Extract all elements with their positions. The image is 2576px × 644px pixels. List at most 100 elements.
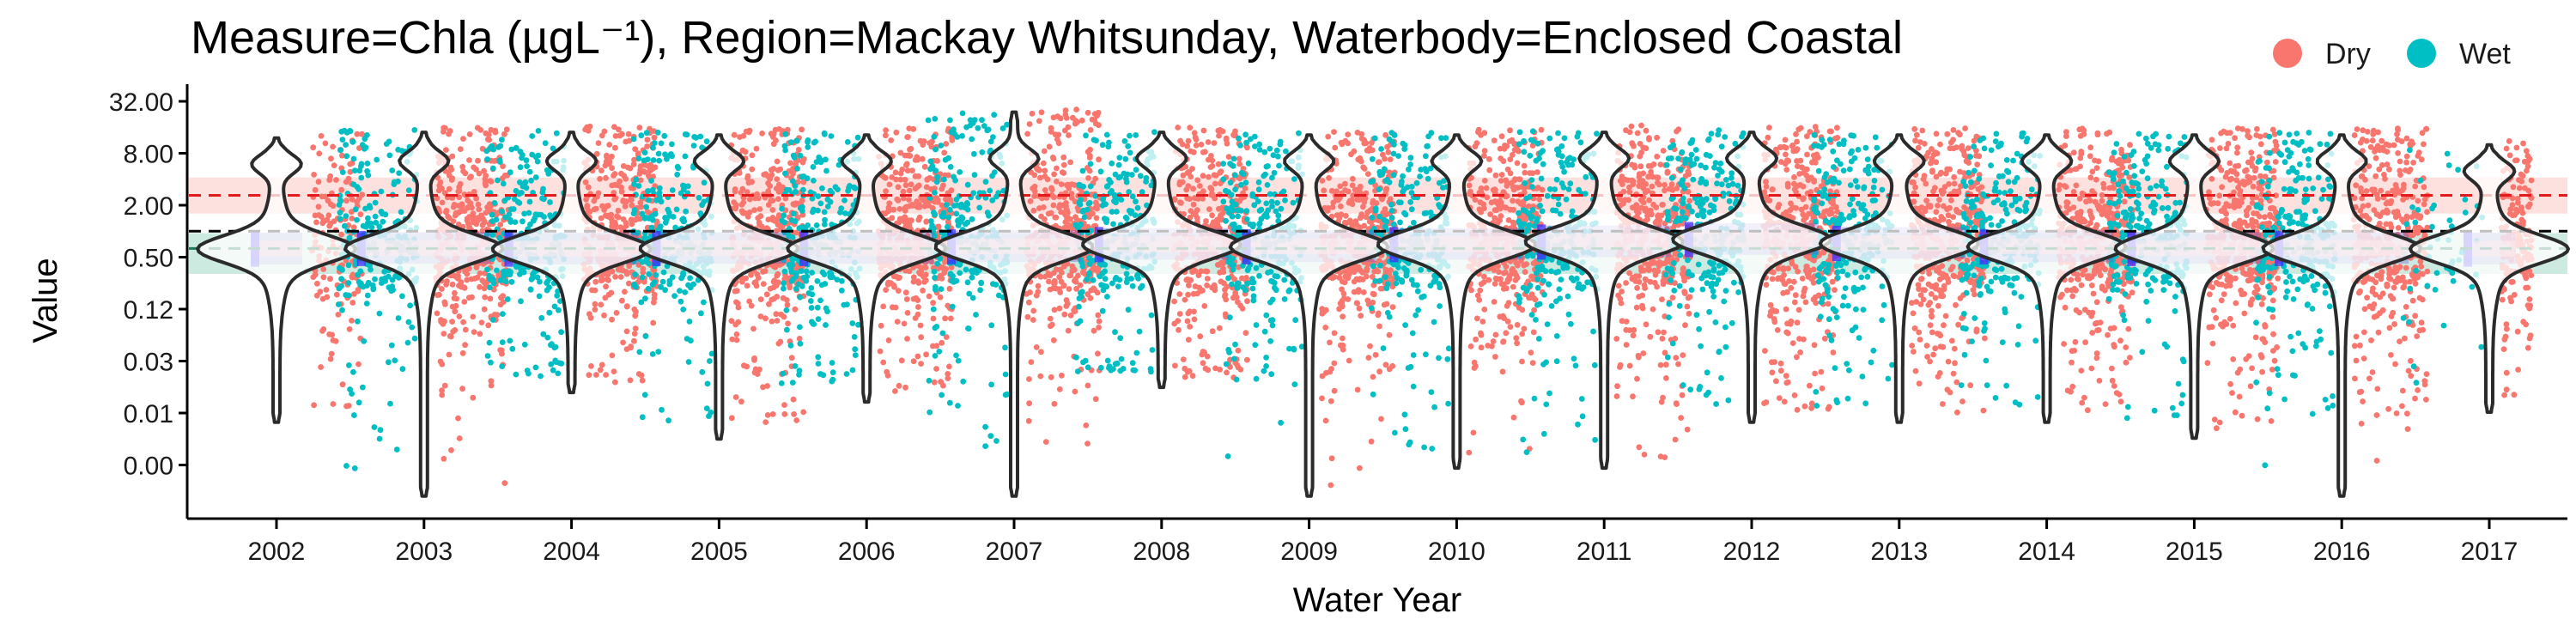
- data-point: [987, 138, 994, 145]
- data-point: [910, 274, 917, 281]
- data-point: [1292, 317, 1299, 324]
- data-point: [1198, 142, 1205, 148]
- data-point: [449, 281, 456, 288]
- data-point: [345, 280, 352, 286]
- data-point: [988, 322, 995, 329]
- data-point: [1048, 374, 1054, 380]
- data-point: [818, 282, 825, 289]
- data-point: [745, 179, 752, 186]
- data-point: [360, 222, 367, 229]
- data-point: [773, 311, 780, 318]
- data-point: [617, 178, 623, 185]
- data-point: [900, 188, 907, 195]
- data-point: [470, 210, 477, 217]
- data-point: [932, 190, 938, 196]
- data-point: [632, 325, 639, 331]
- data-point: [1209, 328, 1216, 335]
- data-point: [1056, 274, 1063, 281]
- data-point: [631, 207, 638, 214]
- data-point: [1244, 280, 1251, 287]
- data-point: [933, 366, 939, 372]
- data-point: [516, 191, 522, 197]
- data-point: [683, 336, 690, 342]
- data-point: [477, 127, 484, 133]
- data-point: [1122, 155, 1129, 162]
- data-point: [823, 305, 829, 312]
- data-point: [405, 187, 412, 194]
- data-point: [1084, 364, 1091, 371]
- data-point: [631, 306, 638, 313]
- data-point: [1356, 305, 1363, 312]
- data-point: [443, 147, 449, 154]
- data-point: [1148, 312, 1155, 319]
- data-point: [1269, 296, 1276, 303]
- data-point: [733, 331, 740, 337]
- data-point: [593, 150, 600, 157]
- data-point: [1133, 132, 1139, 138]
- legend: Dry Wet: [2273, 38, 2511, 70]
- data-point: [609, 352, 616, 359]
- data-point: [732, 188, 738, 195]
- data-point: [615, 214, 622, 221]
- data-point: [1182, 374, 1188, 380]
- data-point: [798, 268, 805, 274]
- data-point: [365, 220, 371, 227]
- plot-area: [189, 106, 2570, 498]
- data-point: [1225, 275, 1231, 282]
- data-point: [1116, 276, 1123, 283]
- data-point: [964, 279, 971, 286]
- data-point: [1035, 289, 1042, 295]
- data-point: [902, 384, 908, 391]
- data-point: [931, 133, 938, 140]
- data-point: [892, 169, 899, 176]
- data-point: [750, 325, 756, 332]
- data-point: [648, 213, 655, 220]
- data-point: [680, 272, 686, 278]
- data-point: [932, 116, 939, 122]
- data-point: [782, 131, 789, 137]
- data-point: [459, 163, 466, 170]
- data-point: [1339, 278, 1346, 285]
- data-point: [483, 130, 489, 137]
- data-point: [470, 313, 477, 320]
- data-point: [407, 302, 413, 309]
- data-point: [519, 218, 526, 225]
- data-point: [762, 315, 769, 322]
- data-point: [1186, 282, 1192, 289]
- data-point: [966, 290, 973, 297]
- data-point: [1106, 139, 1112, 146]
- data-point: [606, 142, 613, 148]
- data-point: [597, 175, 603, 182]
- data-point: [1231, 221, 1237, 228]
- data-point: [1102, 262, 1109, 268]
- data-point: [927, 158, 934, 165]
- data-point: [1065, 181, 1072, 188]
- data-point: [1027, 289, 1033, 295]
- data-point: [1118, 355, 1125, 362]
- data-point: [753, 283, 760, 289]
- data-point: [955, 357, 962, 364]
- data-point: [880, 303, 887, 310]
- data-point: [598, 132, 605, 139]
- data-point: [1094, 202, 1101, 209]
- data-point: [903, 161, 910, 167]
- data-point: [514, 198, 521, 205]
- data-point: [1233, 283, 1240, 289]
- data-point: [947, 117, 953, 124]
- data-point: [603, 174, 609, 181]
- data-point: [1264, 182, 1271, 188]
- data-point: [823, 167, 829, 174]
- data-point: [1133, 198, 1139, 205]
- data-point: [1360, 289, 1367, 295]
- data-point: [1191, 130, 1198, 137]
- data-point: [1050, 337, 1057, 343]
- data-point: [1368, 438, 1375, 445]
- data-point: [1365, 355, 1372, 361]
- data-point: [518, 298, 524, 305]
- data-point: [918, 361, 924, 367]
- data-point: [1179, 179, 1186, 185]
- data-point: [323, 287, 330, 293]
- data-point: [1235, 364, 1242, 371]
- data-point: [1050, 114, 1057, 121]
- data-point: [355, 318, 361, 325]
